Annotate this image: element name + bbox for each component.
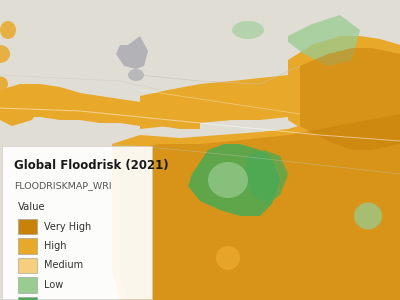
Polygon shape <box>120 114 400 300</box>
Ellipse shape <box>232 21 264 39</box>
Ellipse shape <box>128 69 144 81</box>
Text: Low: Low <box>44 280 64 290</box>
FancyBboxPatch shape <box>2 146 152 298</box>
Ellipse shape <box>38 92 58 100</box>
Text: Very High: Very High <box>44 221 92 232</box>
Polygon shape <box>116 36 148 69</box>
FancyBboxPatch shape <box>18 238 37 254</box>
Ellipse shape <box>216 246 240 270</box>
FancyBboxPatch shape <box>18 277 37 293</box>
FancyBboxPatch shape <box>18 219 37 234</box>
Text: FLOODRISKMAP_WRI: FLOODRISKMAP_WRI <box>14 182 112 190</box>
Ellipse shape <box>4 93 28 105</box>
FancyBboxPatch shape <box>18 297 37 300</box>
Text: Global Floodrisk (2021): Global Floodrisk (2021) <box>14 159 169 172</box>
Polygon shape <box>0 84 200 129</box>
Text: Very Low: Very Low <box>44 299 88 300</box>
Ellipse shape <box>0 45 10 63</box>
Polygon shape <box>0 105 40 126</box>
FancyBboxPatch shape <box>18 258 37 273</box>
Text: Medium: Medium <box>44 260 84 271</box>
Ellipse shape <box>208 162 248 198</box>
Text: High: High <box>44 241 67 251</box>
Polygon shape <box>112 105 400 300</box>
Ellipse shape <box>0 76 8 92</box>
Ellipse shape <box>0 21 16 39</box>
Ellipse shape <box>354 202 382 230</box>
Ellipse shape <box>24 85 40 94</box>
Polygon shape <box>188 144 280 216</box>
Polygon shape <box>288 15 360 66</box>
Text: Value: Value <box>18 202 46 212</box>
Polygon shape <box>288 36 400 159</box>
Polygon shape <box>244 150 288 204</box>
Polygon shape <box>140 75 300 129</box>
Polygon shape <box>300 48 400 150</box>
